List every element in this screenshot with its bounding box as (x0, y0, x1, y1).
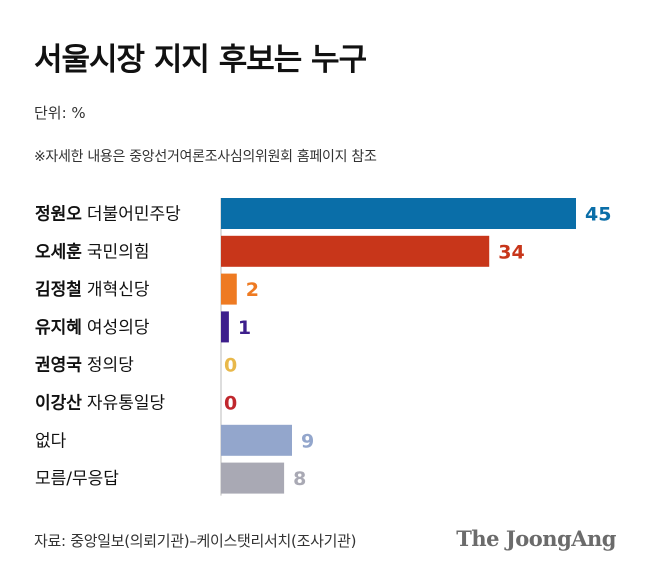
party-name: 국민의힘 (87, 242, 150, 262)
party-name: 더불어민주당 (87, 205, 181, 225)
bar (221, 424, 292, 456)
bar (221, 198, 576, 229)
response-name: 없다 (35, 431, 67, 451)
category-label: 이강산 자유통일당 (35, 394, 165, 414)
value-label: 0 (224, 355, 237, 377)
category-label: 모름/무응답 (35, 469, 119, 489)
joongang-logo: The JoongAng (456, 526, 616, 551)
value-label: 9 (301, 430, 314, 452)
unit-label: 단위: % (34, 104, 86, 122)
category-label: 없다 (35, 431, 67, 451)
party-name: 개혁신당 (87, 280, 150, 300)
category-label: 김정철 개혁신당 (35, 280, 150, 300)
candidate-name: 유지혜 (35, 318, 82, 338)
party-name: 자유통일당 (87, 394, 166, 414)
bar (221, 235, 490, 267)
value-label: 45 (585, 204, 611, 226)
value-label: 8 (293, 468, 306, 490)
party-name: 여성의당 (87, 318, 150, 338)
value-label: 2 (246, 279, 259, 301)
value-label: 34 (498, 241, 524, 263)
candidate-name: 이강산 (35, 394, 82, 414)
bar (221, 311, 229, 343)
candidate-name: 권영국 (35, 356, 82, 376)
category-label: 오세훈 국민의힘 (35, 241, 149, 262)
value-label: 1 (238, 317, 251, 339)
bar (221, 273, 237, 305)
category-label: 정원오 더불어민주당 (35, 205, 181, 225)
category-label: 권영국 정의당 (35, 356, 134, 376)
note-text: ※자세한 내용은 중앙선거여론조사심의위원회 홈페이지 참조 (34, 149, 377, 165)
chart-title: 서울시장 지지 후보는 누구 (34, 42, 367, 78)
candidate-name: 김정철 (35, 280, 82, 300)
candidate-name: 오세훈 (35, 241, 82, 262)
bar (221, 462, 285, 494)
candidate-name: 정원오 (35, 205, 82, 225)
party-name: 정의당 (87, 356, 134, 376)
response-name: 모름/무응답 (35, 469, 119, 489)
category-label: 유지혜 여성의당 (35, 318, 150, 338)
source-text: 자료: 중앙일보(의뢰기관)–케이스탯리서치(조사기관) (34, 532, 357, 550)
value-label: 0 (224, 393, 237, 415)
